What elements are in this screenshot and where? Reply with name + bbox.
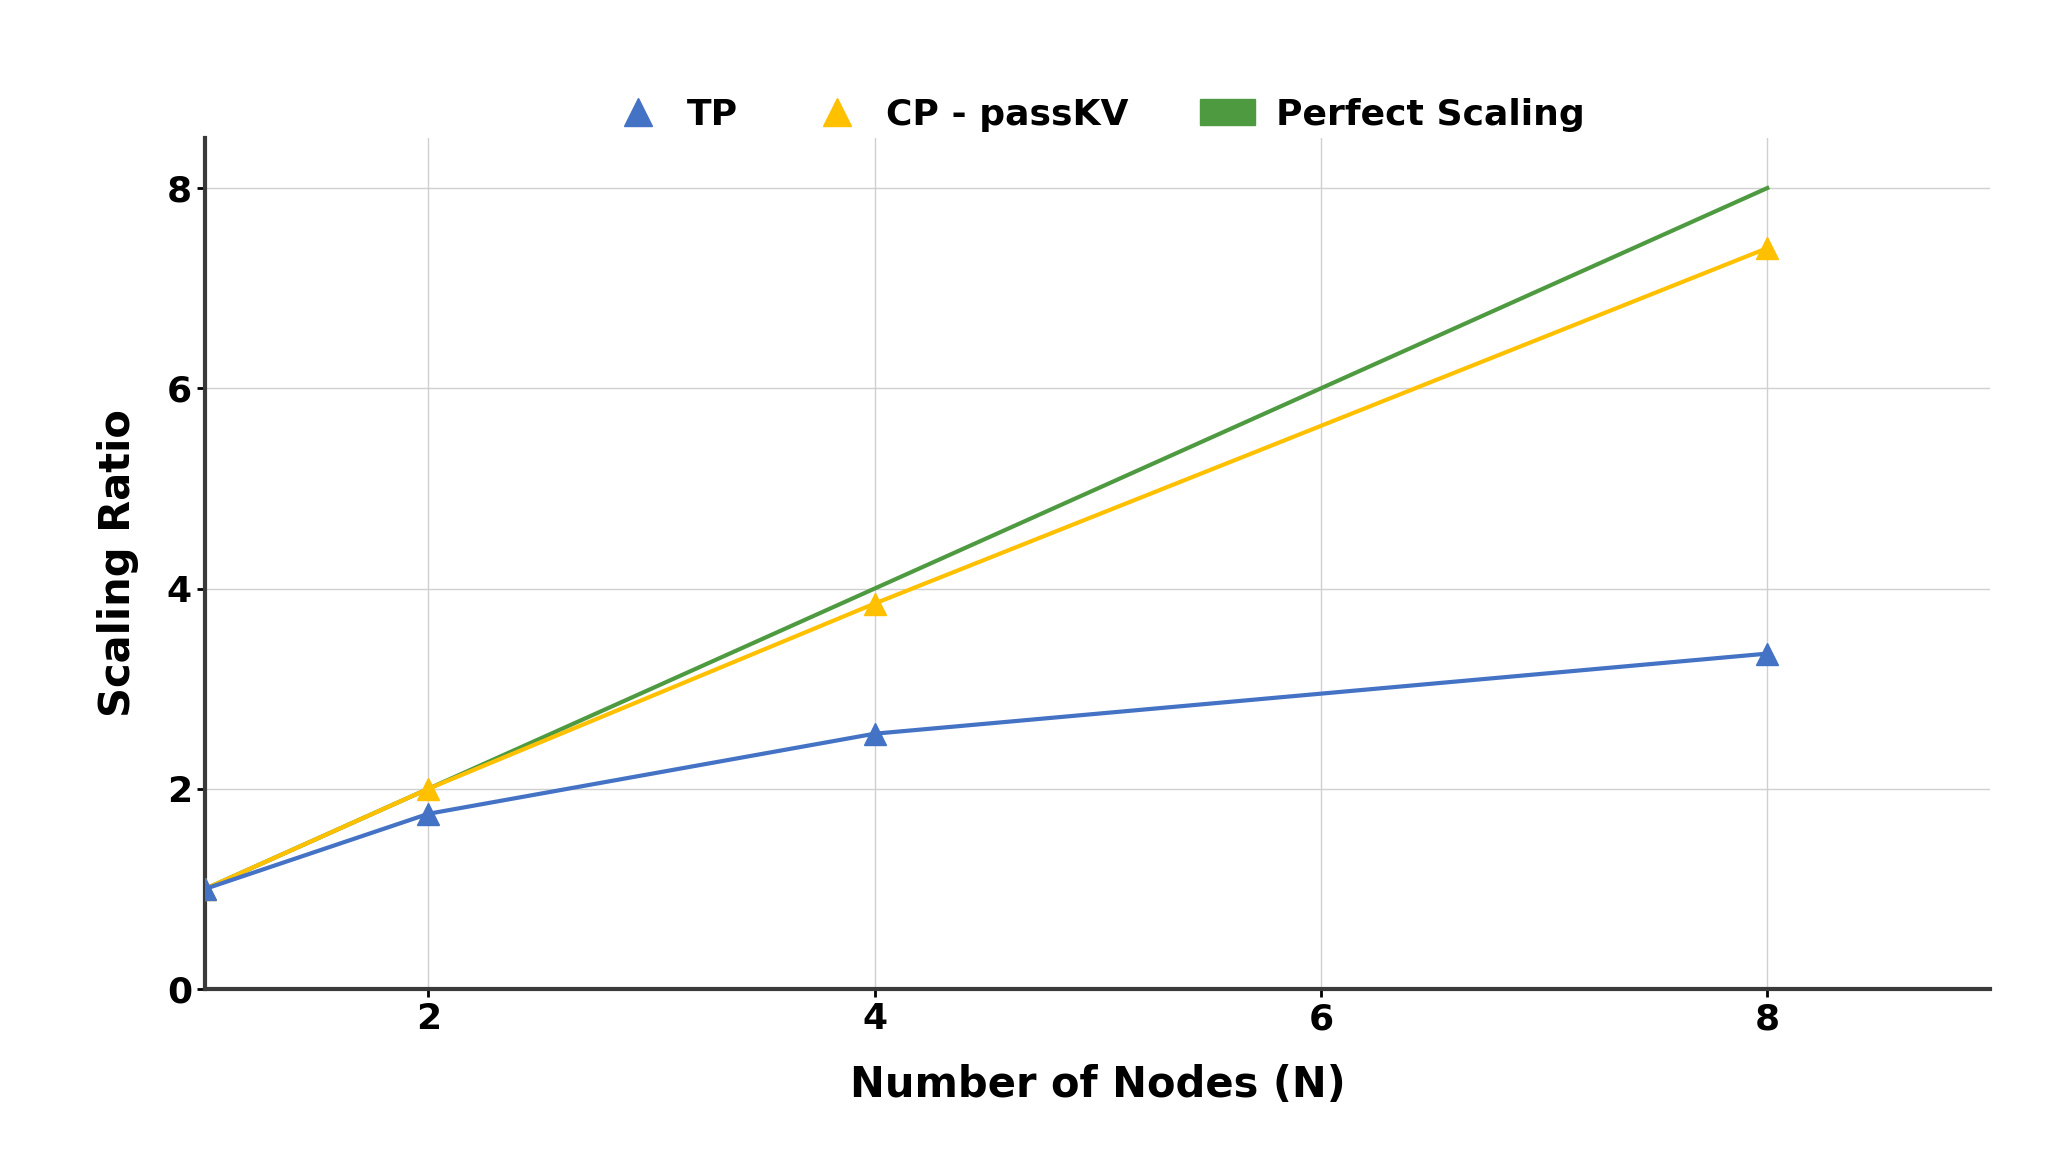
- Legend: TP, CP - passKV, Perfect Scaling: TP, CP - passKV, Perfect Scaling: [593, 79, 1603, 150]
- X-axis label: Number of Nodes (N): Number of Nodes (N): [850, 1064, 1346, 1106]
- Y-axis label: Scaling Ratio: Scaling Ratio: [96, 409, 140, 718]
